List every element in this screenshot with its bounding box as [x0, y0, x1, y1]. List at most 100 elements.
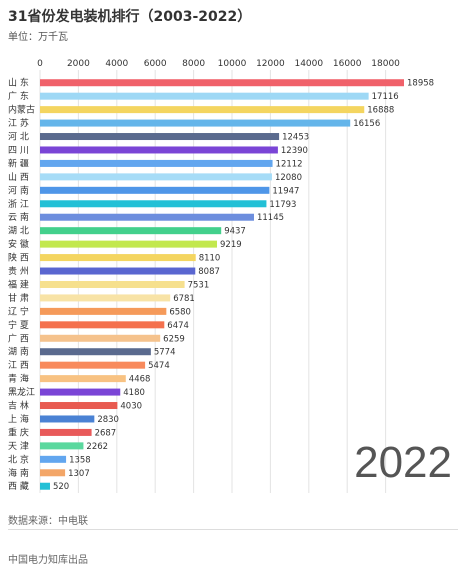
value-label: 4468 — [129, 375, 151, 385]
value-label: 4030 — [120, 402, 142, 412]
category-label: 云 南 — [8, 211, 29, 223]
bar — [40, 213, 254, 221]
bar — [40, 388, 121, 396]
bar — [40, 375, 126, 383]
category-label: 新 疆 — [8, 157, 29, 169]
value-label: 1307 — [68, 469, 90, 479]
category-label: 重 庆 — [8, 426, 29, 438]
bar — [40, 321, 165, 329]
x-tick-label: 4000 — [105, 59, 128, 69]
category-label: 山 东 — [8, 77, 29, 89]
category-label: 上 海 — [8, 413, 29, 425]
value-label: 2687 — [95, 428, 117, 438]
category-label: 海 南 — [8, 467, 29, 479]
category-label: 湖 北 — [8, 226, 29, 237]
category-label: 北 京 — [8, 453, 29, 465]
divider — [8, 529, 458, 530]
value-label: 11793 — [269, 200, 296, 210]
bar — [40, 254, 196, 262]
x-tick-label: 16000 — [333, 59, 362, 69]
year-label: 2022 — [354, 438, 452, 487]
x-tick-label: 10000 — [218, 59, 247, 69]
value-label: 12080 — [275, 173, 302, 183]
bar — [40, 442, 84, 450]
bar — [40, 280, 185, 288]
bar — [40, 348, 151, 356]
bar — [40, 482, 50, 490]
bar — [40, 79, 404, 87]
value-label: 18958 — [407, 79, 434, 89]
bar — [40, 307, 167, 315]
category-label: 吉 林 — [8, 400, 29, 412]
category-label: 贵 州 — [8, 265, 29, 277]
bar — [40, 159, 273, 167]
bar — [40, 200, 267, 208]
value-label: 12390 — [281, 146, 308, 156]
value-label: 12453 — [282, 133, 309, 143]
value-label: 16888 — [367, 106, 394, 116]
value-label: 17116 — [372, 92, 399, 102]
value-label: 1358 — [69, 455, 91, 465]
category-label: 江 西 — [8, 360, 29, 371]
bar — [40, 173, 272, 181]
value-label: 4180 — [123, 388, 145, 398]
category-label: 辽 宁 — [8, 305, 29, 317]
x-tick-label: 0 — [37, 59, 43, 69]
value-label: 8110 — [199, 254, 221, 264]
bar — [40, 428, 92, 436]
data-source: 数据来源：中电联 — [8, 516, 88, 527]
category-label: 广 东 — [8, 90, 29, 102]
bar — [40, 227, 222, 235]
category-label: 西 藏 — [8, 480, 29, 492]
category-label: 湖 南 — [8, 346, 29, 358]
value-label: 2262 — [86, 442, 108, 452]
value-label: 9219 — [220, 240, 242, 250]
value-label: 6781 — [173, 294, 195, 304]
bar — [40, 361, 146, 369]
category-label: 宁 夏 — [8, 319, 29, 331]
value-label: 11947 — [272, 186, 299, 196]
category-label: 陕 西 — [8, 252, 29, 264]
bar — [40, 267, 196, 275]
value-label: 6580 — [169, 307, 191, 317]
value-label: 5474 — [148, 361, 170, 371]
value-label: 11145 — [257, 213, 284, 223]
footer-credit: 中国电力知库出品 — [8, 555, 88, 566]
value-label: 16156 — [353, 119, 380, 129]
value-label: 520 — [53, 482, 69, 492]
bar — [40, 415, 95, 423]
value-label: 8087 — [198, 267, 220, 277]
category-label: 黑龙江 — [8, 386, 35, 398]
bar — [40, 469, 66, 477]
bar — [40, 186, 270, 194]
bar — [40, 106, 365, 114]
category-label: 河 北 — [8, 131, 29, 143]
x-tick-label: 14000 — [294, 59, 323, 69]
category-label: 浙 江 — [8, 198, 29, 210]
category-label: 安 徽 — [8, 238, 29, 250]
category-label: 甘 肃 — [8, 292, 29, 304]
category-label: 四 川 — [8, 146, 29, 156]
value-label: 6474 — [167, 321, 189, 331]
x-tick-label: 2000 — [67, 59, 90, 69]
unit-label: 单位：万千瓦 — [8, 32, 68, 43]
chart-title: 31省份发电装机排行（2003-2022） — [8, 9, 252, 25]
value-label: 12112 — [276, 159, 303, 169]
value-label: 2830 — [97, 415, 119, 425]
category-label: 山 西 — [8, 172, 29, 183]
category-label: 河 南 — [8, 184, 29, 196]
category-label: 天 津 — [8, 441, 29, 452]
bar — [40, 455, 67, 463]
x-tick-label: 12000 — [256, 59, 285, 69]
category-label: 福 建 — [8, 278, 29, 290]
x-tick-label: 18000 — [371, 59, 400, 69]
category-label: 青 海 — [8, 373, 29, 385]
category-label: 内蒙古 — [8, 104, 35, 116]
value-label: 5774 — [154, 348, 176, 358]
bar — [40, 133, 280, 141]
value-label: 7531 — [188, 280, 210, 290]
bar — [40, 240, 218, 248]
value-label: 6259 — [163, 334, 185, 344]
value-label: 9437 — [224, 227, 246, 237]
category-label: 江 苏 — [8, 117, 29, 129]
